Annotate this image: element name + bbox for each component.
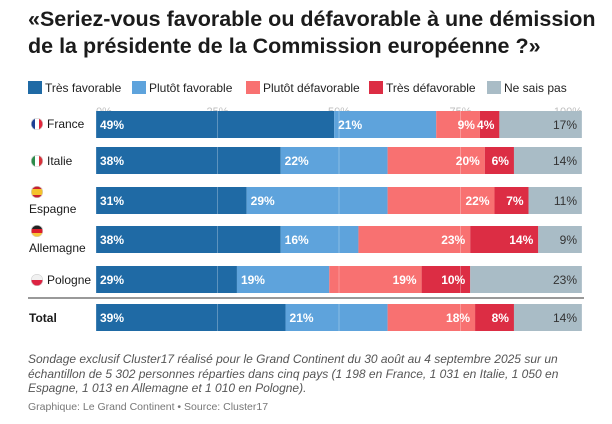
legend-label: Très favorable: [45, 81, 122, 95]
bar-segment: [513, 304, 582, 331]
bar-segment: [387, 187, 495, 214]
data-label: 21%: [338, 118, 362, 132]
bar-segment: [479, 111, 500, 138]
legend-item: Plutôt favorable: [132, 81, 232, 95]
legend-swatch: [369, 81, 383, 94]
category-label: Espagne: [29, 202, 77, 216]
bar-segment: [528, 187, 582, 214]
data-label: 14%: [553, 154, 577, 168]
bar-segment: [329, 266, 422, 293]
bar-segment: [436, 111, 480, 138]
bar-segment: [387, 304, 476, 331]
bar-segment: [96, 187, 247, 214]
chart-title: «Seriez-vous favorable ou défavorable à …: [28, 7, 596, 58]
bar-segment: [96, 147, 281, 174]
data-label: 8%: [492, 311, 510, 325]
data-label: 14%: [509, 233, 533, 247]
data-label: 39%: [100, 311, 124, 325]
source-credit: Graphique: Le Grand Continent • Source: …: [28, 401, 269, 413]
bar-segment: [470, 266, 582, 293]
legend-swatch: [246, 81, 260, 94]
stacked-bar-chart: 100%75%50%25%0%49%21%9%4%17%38%22%20%6%1…: [28, 106, 584, 332]
bar-segment: [236, 266, 330, 293]
legend-item: Très favorable: [28, 81, 121, 95]
bar-segment: [499, 111, 582, 138]
bar-segment: [484, 147, 514, 174]
data-label: 7%: [506, 194, 524, 208]
bar-segment: [358, 226, 471, 253]
data-label: 9%: [458, 118, 476, 132]
data-label: 29%: [100, 273, 124, 287]
data-label: 38%: [100, 154, 124, 168]
data-label: 49%: [100, 118, 124, 132]
data-label: 29%: [251, 194, 275, 208]
bar-segment: [96, 226, 281, 253]
bar-segment: [470, 226, 539, 253]
survey-note: Sondage exclusif Cluster17 réalisé pour …: [28, 352, 559, 395]
data-label: 14%: [553, 311, 577, 325]
germany-flag-icon: [31, 225, 43, 237]
data-label: 9%: [560, 233, 578, 247]
data-label: 4%: [477, 118, 495, 132]
data-label: 18%: [446, 311, 470, 325]
bar-segment: [538, 226, 582, 253]
legend-label: Très défavorable: [386, 81, 476, 95]
bar-segment: [280, 226, 359, 253]
bar-segment: [280, 147, 388, 174]
poland-flag-icon: [31, 274, 43, 286]
legend-swatch: [487, 81, 501, 94]
bar-segment: [96, 304, 286, 331]
bar-segment: [246, 187, 388, 214]
legend-label: Plutôt défavorable: [263, 81, 360, 95]
bar-segment: [475, 304, 514, 331]
italy-flag-icon: [31, 155, 43, 167]
bar-segment: [387, 147, 485, 174]
data-label: 31%: [100, 194, 124, 208]
data-label: 21%: [290, 311, 314, 325]
data-label: 22%: [285, 154, 309, 168]
spain-flag-icon: [31, 186, 43, 198]
data-label: 10%: [441, 273, 465, 287]
legend-label: Plutôt favorable: [149, 81, 233, 95]
legend-label: Ne sais pas: [504, 81, 567, 95]
bar-segment: [96, 111, 335, 138]
data-label: 20%: [456, 154, 480, 168]
bar-segment: [96, 266, 237, 293]
bar-segment: [285, 304, 388, 331]
bar-segment: [421, 266, 471, 293]
bar-segment: [334, 111, 437, 138]
bar-segment: [513, 147, 582, 174]
data-label: 17%: [553, 118, 577, 132]
data-label: 6%: [492, 154, 510, 168]
legend-swatch: [28, 81, 42, 94]
bar-segment: [494, 187, 529, 214]
france-flag-icon: [31, 118, 43, 130]
data-label: 23%: [441, 233, 465, 247]
data-label: 16%: [285, 233, 309, 247]
legend-item: Ne sais pas: [487, 81, 567, 95]
data-label: 22%: [465, 194, 489, 208]
legend-swatch: [132, 81, 146, 94]
data-label: 38%: [100, 233, 124, 247]
category-label: Italie: [47, 154, 73, 168]
data-label: 19%: [393, 273, 417, 287]
data-label: 19%: [241, 273, 265, 287]
data-label: 11%: [554, 194, 577, 208]
category-label: Allemagne: [29, 241, 86, 255]
legend-item: Plutôt défavorable: [246, 81, 360, 95]
legend-item: Très défavorable: [369, 81, 476, 95]
category-label: France: [47, 117, 85, 131]
category-label: Pologne: [47, 273, 91, 287]
data-label: 23%: [553, 273, 577, 287]
category-label: Total: [29, 311, 57, 325]
